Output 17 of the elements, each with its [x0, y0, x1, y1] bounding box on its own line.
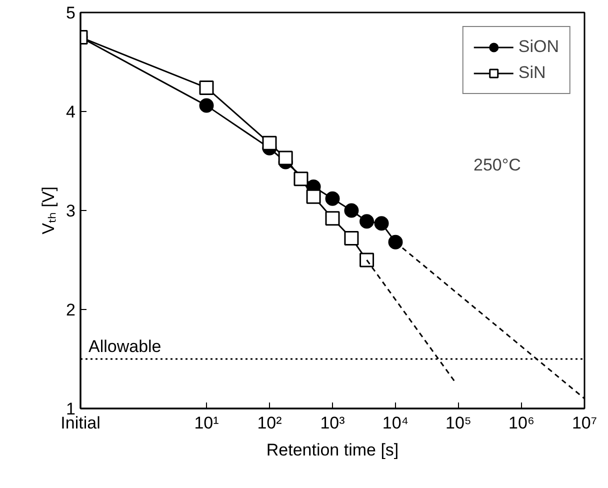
legend-label: SiON — [518, 37, 559, 57]
ref-line-label: Allowable — [88, 337, 162, 356]
x-tick-label: 10³ — [320, 414, 346, 432]
x-tick-label: 10² — [257, 414, 282, 432]
x-axis-title: Retention time [s] — [266, 440, 399, 460]
y-tick-label: 2 — [66, 300, 76, 320]
legend-label: SiN — [518, 63, 546, 83]
y-tick-label: 4 — [66, 102, 76, 122]
annotation: 250°C — [474, 156, 521, 174]
y-tick-label: 3 — [66, 202, 76, 220]
y-axis-title: Vₜₕ [V] — [39, 186, 58, 234]
x-tick-label: 10⁴ — [382, 414, 409, 432]
y-tick-label: 5 — [66, 4, 76, 22]
x-tick-label: 10⁶ — [508, 414, 534, 432]
x-tick-label: 10⁵ — [446, 414, 472, 432]
x-tick-label: 10¹ — [194, 414, 220, 432]
x-tick-label: 10⁷ — [572, 414, 598, 432]
